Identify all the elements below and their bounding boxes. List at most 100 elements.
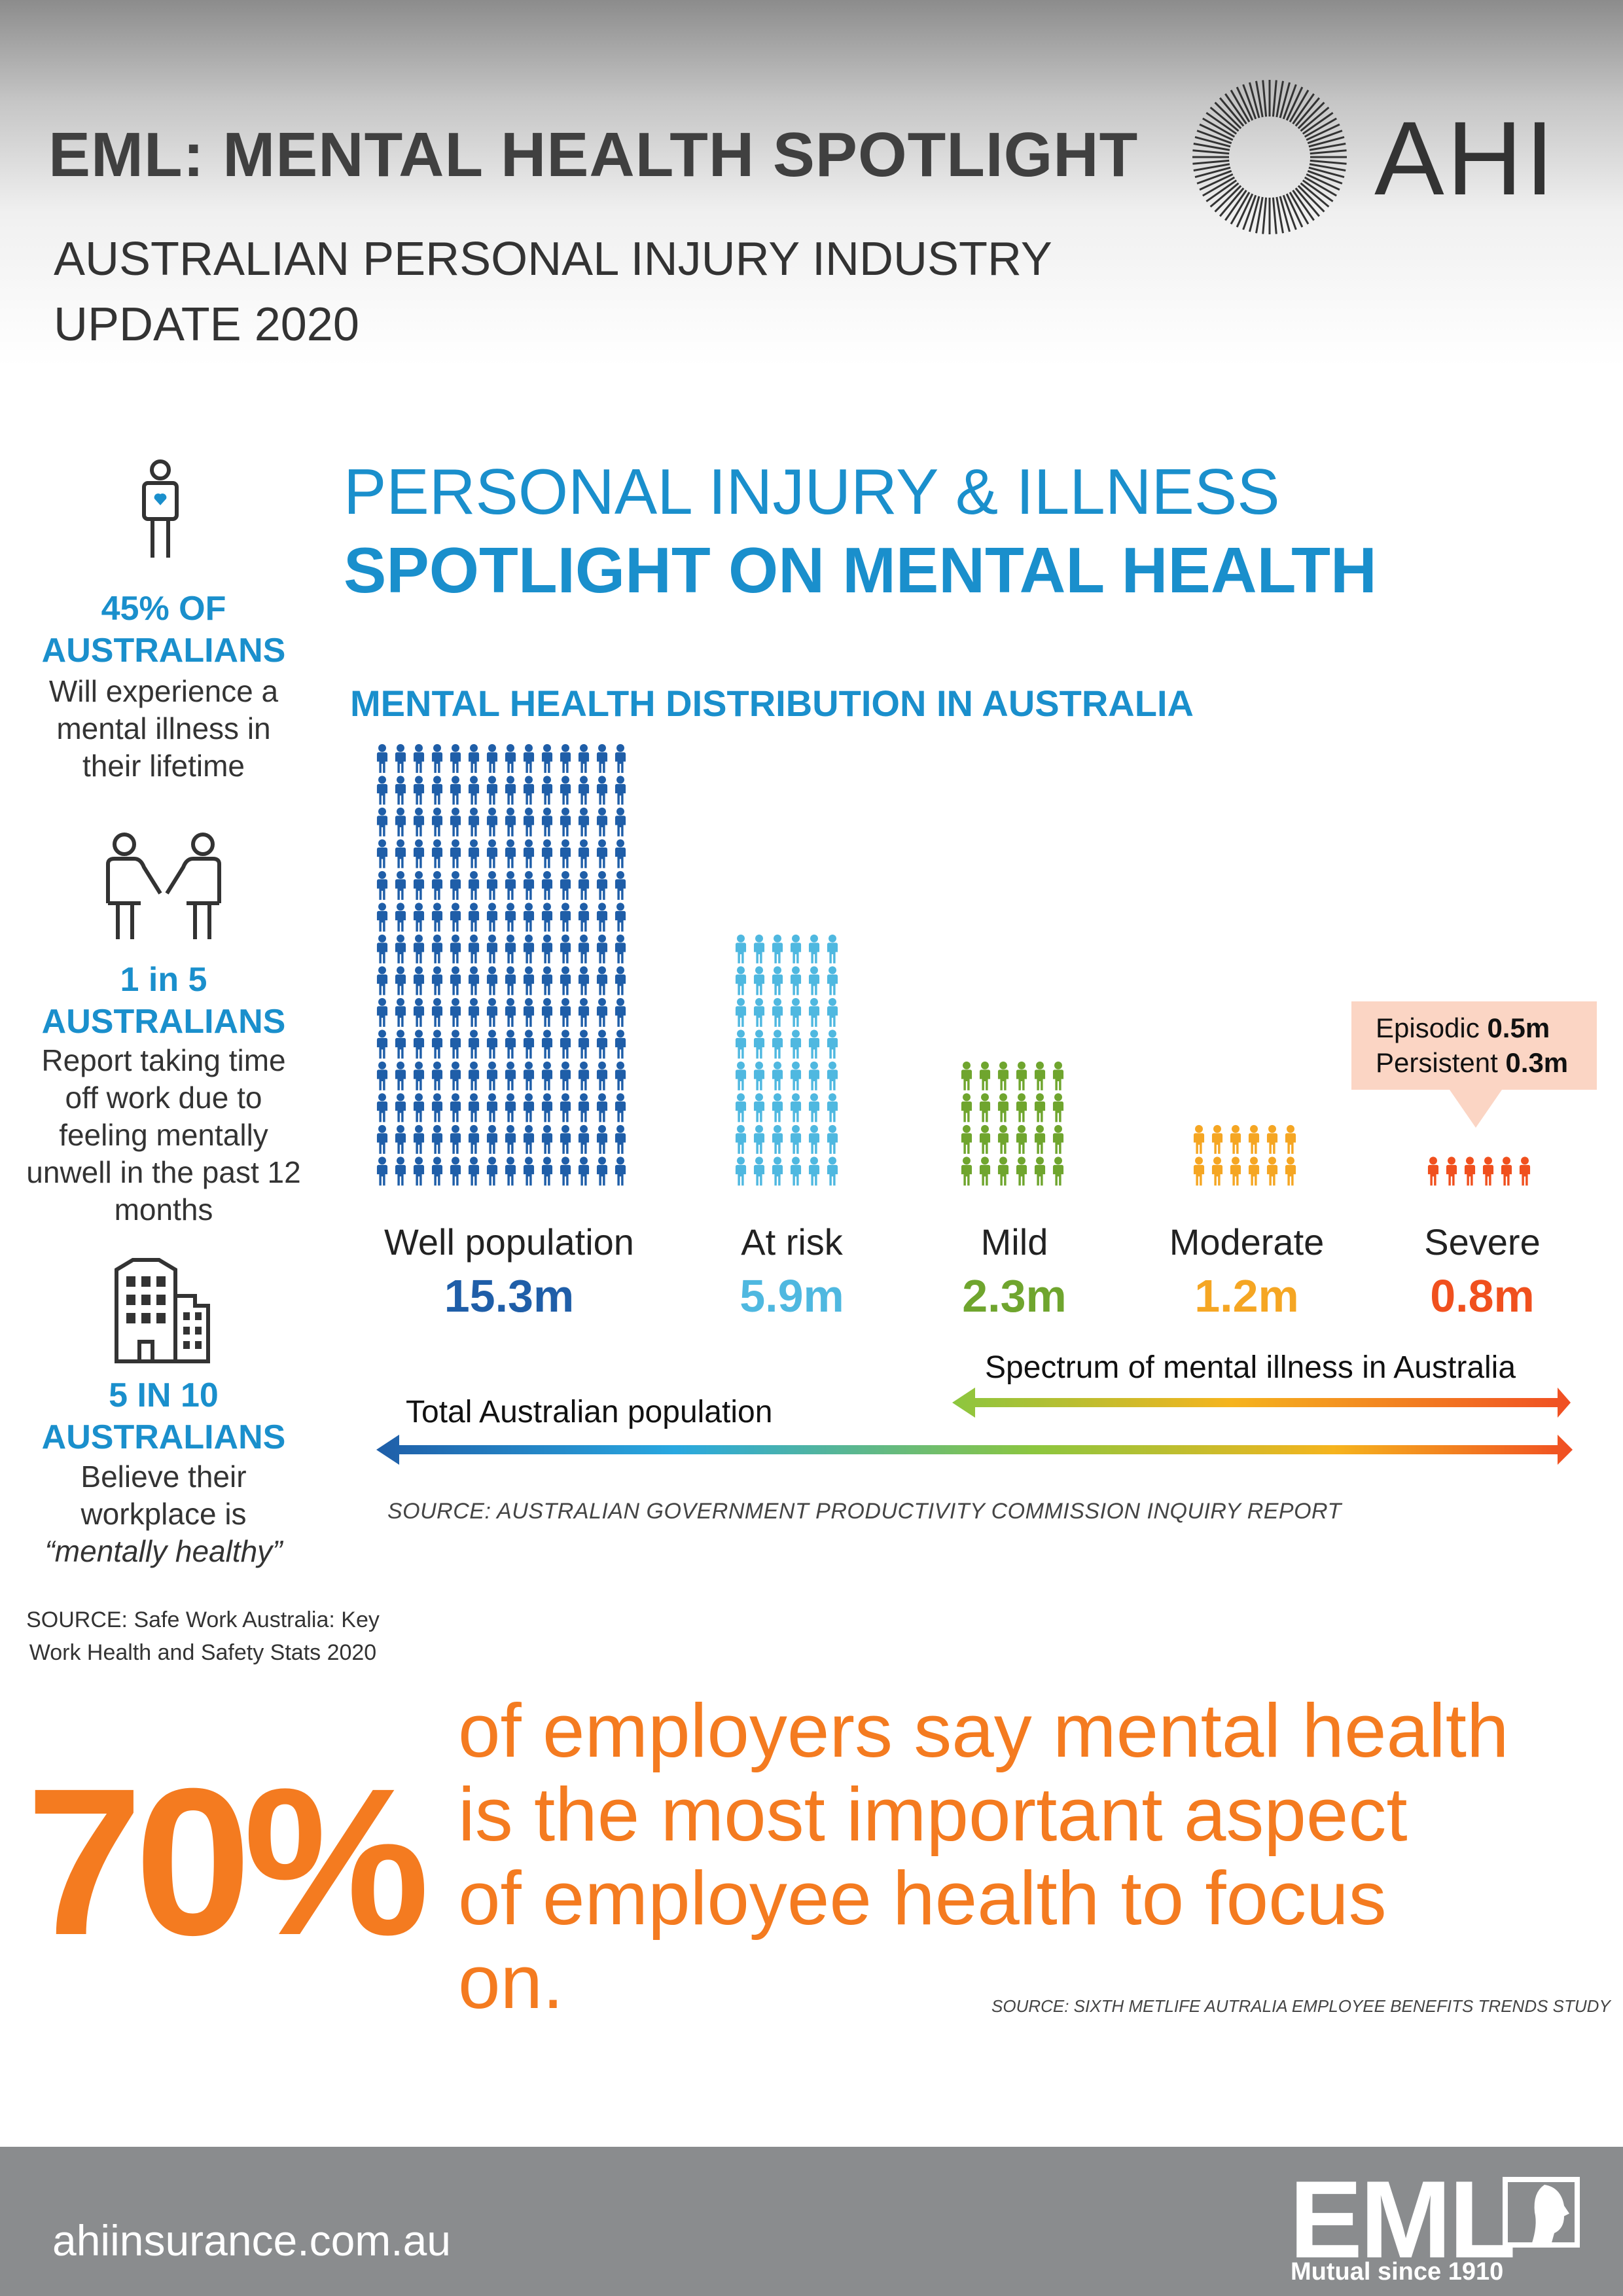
person-icon — [596, 839, 608, 869]
person-icon — [808, 1061, 820, 1090]
pictogram-moderate — [1193, 1124, 1296, 1186]
left-source: SOURCE: Safe Work Australia: Key Work He… — [20, 1604, 386, 1669]
person-icon — [827, 934, 838, 963]
person-icon — [753, 1030, 765, 1059]
person-icon — [413, 903, 425, 932]
person-icon — [1464, 1157, 1476, 1186]
person-icon — [486, 1061, 498, 1090]
sunburst-ray — [1272, 80, 1277, 117]
person-icon — [596, 1157, 608, 1186]
person-icon — [1193, 1157, 1205, 1186]
person-icon — [468, 1157, 480, 1186]
sunburst-ray — [1307, 130, 1343, 145]
stat3-head-line1: 5 IN 10 — [109, 1376, 219, 1414]
spectrum-arrows — [376, 1388, 1573, 1465]
callout-episodic-value: 0.5m — [1487, 1013, 1550, 1043]
stat2-body-line1: Report taking time — [41, 1043, 286, 1077]
sunburst-ray — [1194, 136, 1231, 148]
person-icon — [578, 903, 590, 932]
person-icon — [376, 966, 388, 996]
person-icon — [735, 1030, 747, 1059]
section-heading-line1: PERSONAL INJURY & ILLNESS — [344, 456, 1280, 528]
sunburst-ray — [1255, 196, 1264, 234]
person-icon — [1052, 1093, 1064, 1122]
person-icon — [413, 1030, 425, 1059]
person-icon — [413, 776, 425, 805]
person-icon — [376, 807, 388, 836]
person-icon — [1016, 1157, 1027, 1186]
person-icon — [523, 870, 535, 900]
person-icon — [560, 1030, 571, 1059]
pictogram-severe — [1427, 1157, 1531, 1186]
person-icon — [772, 1124, 783, 1154]
two-people-handshake-icon — [106, 833, 221, 939]
person-icon — [596, 966, 608, 996]
sunburst-ray — [1302, 112, 1334, 135]
eml-logo-text: EML — [1289, 2158, 1516, 2281]
person-icon — [790, 934, 802, 963]
person-icon — [560, 744, 571, 773]
sunburst-ray — [1302, 179, 1334, 202]
person-icon — [450, 807, 461, 836]
person-icon — [772, 997, 783, 1027]
sunburst-ray — [1255, 81, 1264, 118]
person-icon — [505, 807, 516, 836]
person-icon — [486, 807, 498, 836]
person-icon — [1248, 1157, 1260, 1186]
category-value-mild: 2.3m — [962, 1270, 1067, 1321]
person-icon — [468, 870, 480, 900]
person-icon — [596, 1061, 608, 1090]
sunburst-ray — [1279, 196, 1291, 232]
person-icon — [560, 870, 571, 900]
person-icon — [431, 1030, 443, 1059]
stat2-body-line5: months — [114, 1193, 213, 1227]
person-icon — [505, 776, 516, 805]
sunburst-ray — [1297, 101, 1325, 130]
person-icon — [376, 1061, 388, 1090]
person-icon — [431, 1157, 443, 1186]
person-icon — [468, 934, 480, 963]
person-icon — [772, 1093, 783, 1122]
left-source-line2: Work Health and Safety Stats 2020 — [29, 1640, 377, 1665]
person-icon — [615, 839, 626, 869]
person-icon — [523, 839, 535, 869]
person-icon — [578, 1061, 590, 1090]
person-icon — [450, 1157, 461, 1186]
page-subtitle-line1: AUSTRALIAN PERSONAL INJURY INDUSTRY — [54, 233, 1052, 285]
stat2-body-line3: feeling mentally — [59, 1118, 268, 1152]
person-icon — [1211, 1157, 1223, 1186]
sunburst-ray — [1242, 194, 1257, 230]
sunburst-ray — [1224, 93, 1247, 125]
sunburst-ray — [1289, 90, 1310, 123]
person-icon — [1482, 1157, 1494, 1186]
callout-episodic-label: Episodic — [1376, 1013, 1480, 1043]
sunburst-ray — [1219, 187, 1245, 217]
sunburst-ray — [1272, 197, 1277, 234]
category-value-at-risk: 5.9m — [740, 1270, 844, 1321]
person-icon — [596, 1124, 608, 1154]
sunburst-ray — [1304, 176, 1337, 197]
person-icon — [413, 966, 425, 996]
sunburst-ray — [1230, 191, 1251, 224]
person-icon — [808, 1093, 820, 1122]
category-value-well: 15.3m — [444, 1270, 575, 1321]
callout-persistent-value: 0.3m — [1505, 1047, 1569, 1078]
person-icon — [395, 1030, 406, 1059]
person-icon — [486, 903, 498, 932]
person-icon — [560, 807, 571, 836]
pictogram-well — [376, 744, 626, 1186]
sunburst-ray — [1297, 185, 1325, 213]
person-icon — [395, 744, 406, 773]
sunburst-ray — [1205, 179, 1238, 202]
person-icon — [596, 807, 608, 836]
person-icon — [560, 1061, 571, 1090]
sunburst-ray — [1282, 84, 1297, 120]
person-icon — [1501, 1157, 1512, 1186]
stat3-head-line2: AUSTRALIANS — [41, 1418, 286, 1456]
footer-url-link[interactable]: ahiinsurance.com.au — [52, 2216, 452, 2265]
person-icon — [979, 1061, 991, 1090]
person-icon — [431, 744, 443, 773]
person-icon — [468, 807, 480, 836]
sunburst-ray — [1289, 191, 1310, 224]
person-icon — [578, 1124, 590, 1154]
